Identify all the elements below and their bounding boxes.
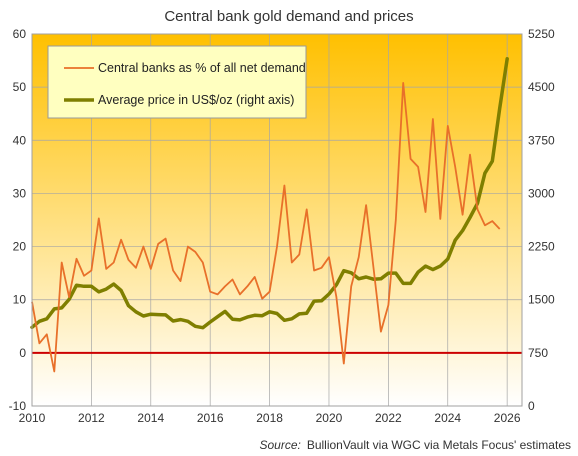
- y-right-tick-label: 3000: [528, 186, 555, 200]
- y-left-tick-label: -10: [9, 399, 27, 413]
- series-layer: [30, 57, 509, 373]
- x-tick-label: 2024: [434, 411, 461, 425]
- y-right-tick-label: 4500: [528, 80, 555, 94]
- y-left-tick-label: 50: [13, 80, 27, 94]
- y-left-tick-label: 10: [13, 293, 27, 307]
- y-left-tick-label: 40: [13, 133, 27, 147]
- y-right-tick-label: 3750: [528, 133, 555, 147]
- x-tick-label: 2012: [78, 411, 105, 425]
- y-left-tick-label: 60: [13, 27, 27, 41]
- y-left-tick-label: 30: [13, 186, 27, 200]
- x-tick-label: 2018: [256, 411, 283, 425]
- x-tick-label: 2026: [494, 411, 521, 425]
- legend-box: [47, 45, 307, 119]
- source-note: Source: BullionVault via WGC via Metals F…: [259, 438, 571, 452]
- axis-ticks: 2010 2012 2014 2016 2018 2020 2022 2024 2026-100…: [9, 27, 555, 425]
- y-right-tick-label: 750: [528, 346, 548, 360]
- legend-label-central-banks: Central banks as % of all net demand: [98, 61, 306, 75]
- chart-title: Central bank gold demand and prices: [164, 8, 413, 25]
- y-right-tick-label: 1500: [528, 293, 555, 307]
- series-line-central-banks: [31, 82, 501, 373]
- legend: Central banks as % of all net demand Ave…: [47, 45, 307, 119]
- y-right-tick-label: 5250: [528, 27, 555, 41]
- x-tick-label: 2020: [316, 411, 343, 425]
- legend-label-price: Average price in US$/oz (right axis): [98, 93, 294, 107]
- y-left-tick-label: 0: [19, 346, 26, 360]
- source-label: Source:: [259, 438, 300, 452]
- x-tick-label: 2010: [19, 411, 46, 425]
- source-text: BullionVault via WGC via Metals Focus' e…: [307, 438, 571, 452]
- series-line-price: [30, 57, 509, 330]
- x-tick-label: 2016: [197, 411, 224, 425]
- y-left-tick-label: 20: [13, 240, 27, 254]
- y-right-tick-label: 0: [528, 399, 535, 413]
- y-right-tick-label: 2250: [528, 240, 555, 254]
- x-tick-label: 2014: [137, 411, 164, 425]
- plot-border: [31, 33, 523, 407]
- x-tick-label: 2022: [375, 411, 402, 425]
